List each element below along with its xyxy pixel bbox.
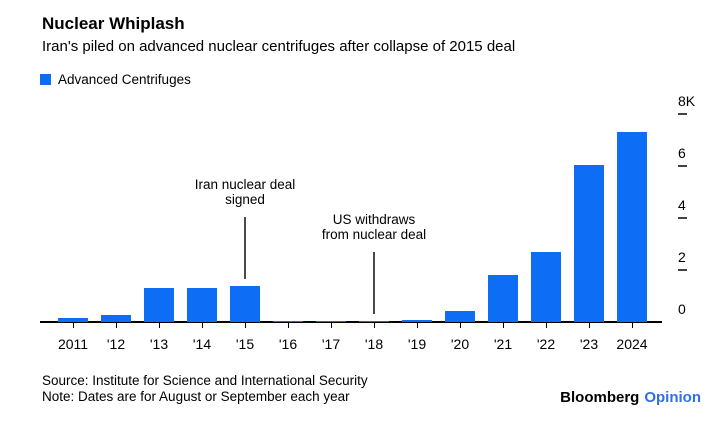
bloomberg-wordmark: Bloomberg	[560, 389, 640, 406]
bar-19	[402, 320, 432, 322]
bar-2011	[58, 318, 88, 322]
bar-21	[488, 275, 518, 322]
x-tick-label-2024: 2024	[616, 336, 648, 352]
legend-swatch-icon	[40, 74, 51, 85]
x-tick-17	[331, 323, 332, 328]
x-tick-label-16: '16	[278, 336, 298, 352]
x-tick-label-21: '21	[493, 336, 513, 352]
bar-2024	[617, 132, 647, 322]
bloomberg-opinion-logo: Bloomberg Opinion	[560, 389, 701, 406]
bar-17	[316, 320, 346, 322]
bar-22	[531, 251, 561, 322]
bar-15	[230, 286, 260, 322]
x-tick-label-13: '13	[149, 336, 169, 352]
y-tick-dash-6	[678, 165, 687, 167]
legend-label: Advanced Centrifuges	[58, 72, 191, 87]
x-tick-label-2011: 2011	[57, 336, 89, 352]
x-tick-label-20: '20	[450, 336, 470, 352]
y-tick-label-6: 6	[678, 145, 686, 161]
x-tick-16	[288, 323, 289, 328]
x-tick-2024	[632, 323, 633, 328]
x-tick-label-19: '19	[407, 336, 427, 352]
x-tick-label-23: '23	[579, 336, 599, 352]
annotation-text-line: signed	[225, 192, 265, 208]
bar-13	[144, 288, 174, 322]
legend: Advanced Centrifuges	[40, 72, 191, 87]
x-tick-label-14: '14	[192, 336, 212, 352]
annotation-line-1	[244, 217, 246, 280]
bar-16	[273, 320, 303, 322]
y-tick-dash-8k	[678, 113, 687, 115]
chart-title: Nuclear Whiplash	[42, 14, 185, 33]
annotation-text-line: US withdraws	[332, 211, 416, 227]
annotation-line-2	[373, 251, 375, 314]
x-tick-12	[116, 323, 117, 328]
bar-20	[445, 310, 475, 322]
bar-23	[574, 164, 604, 322]
annotation-text-line: from nuclear deal	[321, 226, 427, 242]
x-axis-line	[40, 321, 662, 323]
x-tick-20	[460, 323, 461, 328]
x-tick-label-15: '15	[235, 336, 255, 352]
annotation-text-line: Iran nuclear deal	[194, 177, 296, 193]
x-tick-label-12: '12	[106, 336, 126, 352]
source-text: Source: Institute for Science and Intern…	[42, 373, 368, 388]
x-tick-label-18: '18	[364, 336, 384, 352]
x-tick-2011	[73, 323, 74, 328]
x-tick-label-17: '17	[321, 336, 341, 352]
annotation-text-2: US withdraws from nuclear deal	[322, 212, 426, 242]
x-tick-19	[417, 323, 418, 328]
x-tick-15	[245, 323, 246, 328]
note-text: Note: Dates are for August or September …	[42, 389, 350, 404]
x-tick-23	[589, 323, 590, 328]
x-tick-18	[374, 323, 375, 328]
y-tick-dash-4	[678, 217, 687, 219]
bar-14	[187, 288, 217, 322]
chart-subtitle: Iran's piled on advanced nuclear centrif…	[42, 38, 516, 55]
y-tick-label-4: 4	[678, 197, 686, 213]
opinion-wordmark: Opinion	[644, 389, 701, 406]
x-tick-13	[159, 323, 160, 328]
x-tick-22	[546, 323, 547, 328]
bar-12	[101, 314, 131, 322]
bar-18	[359, 320, 389, 322]
y-tick-label-0: 0	[678, 301, 686, 317]
x-tick-14	[202, 323, 203, 328]
x-tick-21	[503, 323, 504, 328]
x-tick-label-22: '22	[536, 336, 556, 352]
y-tick-label-2: 2	[678, 249, 686, 265]
y-tick-dash-2	[678, 269, 687, 271]
y-tick-label-8k: 8K	[678, 93, 696, 109]
annotation-text-1: Iran nuclear deal signed	[195, 177, 296, 207]
